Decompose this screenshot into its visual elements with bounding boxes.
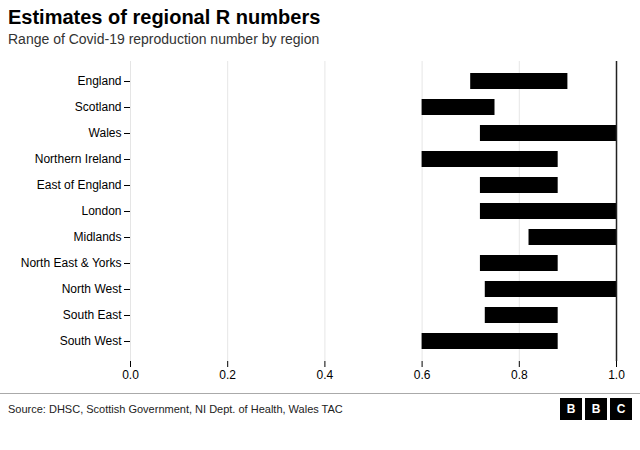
svg-text:Northern Ireland: Northern Ireland (35, 152, 122, 166)
html-text:Range of Covid-19 reproduction: Range of Covid-19 reproduction number by… (8, 31, 320, 47)
svg-text:Wales: Wales (89, 126, 122, 140)
html-text:C: C (616, 402, 626, 416)
svg-text:South East: South East (63, 308, 122, 322)
svg-text:London: London (81, 204, 121, 218)
svg-text:0.6: 0.6 (414, 368, 431, 382)
svg-text:Midlands: Midlands (73, 230, 121, 244)
svg-text:0.0: 0.0 (122, 368, 139, 382)
html-text:B: B (566, 402, 576, 416)
svg-text:East of England: East of England (37, 178, 122, 192)
svg-text:North East & Yorks: North East & Yorks (21, 256, 122, 270)
svg-text:0.8: 0.8 (511, 368, 528, 382)
svg-text:South West: South West (60, 334, 122, 348)
svg-text:0.4: 0.4 (317, 368, 334, 382)
svg-text:England: England (77, 74, 121, 88)
html-text:B: B (591, 402, 601, 416)
svg-text:0.2: 0.2 (219, 368, 236, 382)
svg-text:North West: North West (62, 282, 122, 296)
html-text:Source: DHSC, Scottish Governm: Source: DHSC, Scottish Government, NI De… (8, 403, 343, 415)
svg-text:1.0: 1.0 (608, 368, 625, 382)
svg-text:Scotland: Scotland (75, 100, 122, 114)
html-text:Estimates of regional R number: Estimates of regional R numbers (8, 6, 321, 28)
